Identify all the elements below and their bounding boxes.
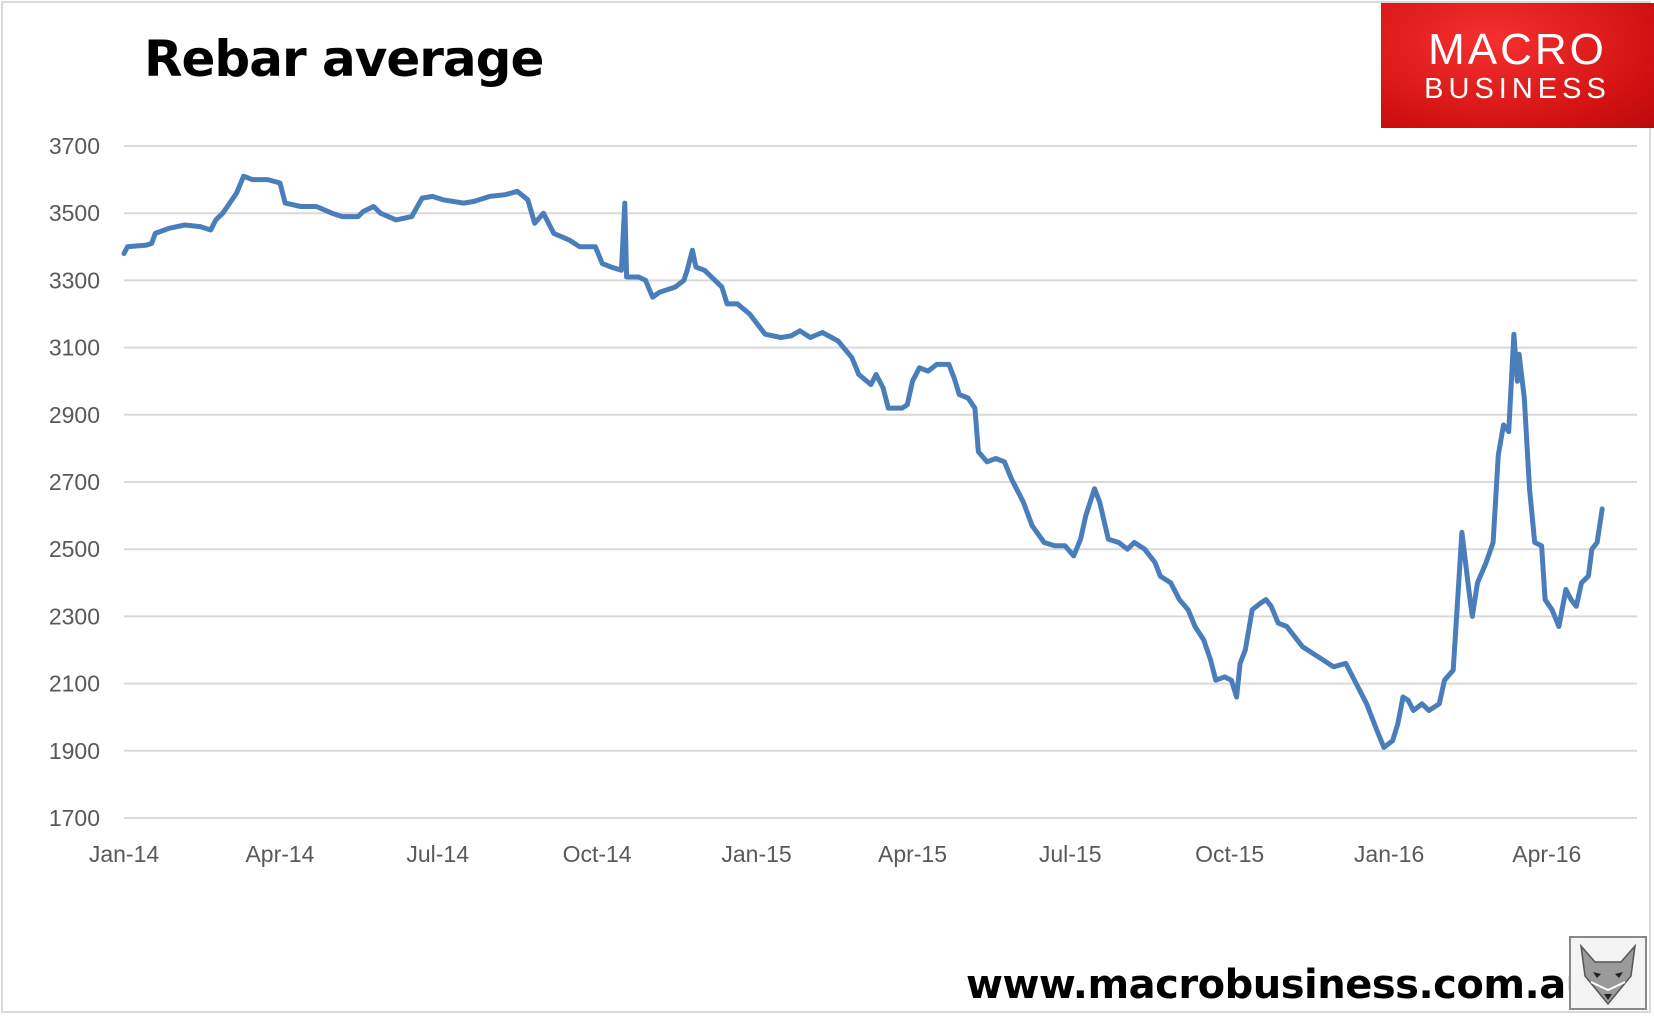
x-tick-label: Jul-14 [406,841,469,867]
website-url: www.macrobusiness.com.au [966,962,1594,1008]
x-tick-label: Jan-15 [721,841,791,867]
x-tick-label: Apr-15 [878,841,947,867]
x-tick-label: Apr-16 [1512,841,1581,867]
y-tick-label: 2900 [49,402,100,428]
x-tick-label: Apr-14 [245,841,314,867]
x-tick-label: Oct-14 [563,841,632,867]
y-tick-label: 1700 [49,805,100,831]
y-tick-label: 1900 [49,738,100,764]
y-tick-label: 3700 [49,133,100,159]
x-tick-label: Jan-16 [1354,841,1424,867]
y-tick-label: 2700 [49,469,100,495]
y-tick-label: 2100 [49,671,100,697]
macrobusiness-logo: MACRO BUSINESS [1381,3,1654,128]
x-tick-label: Oct-15 [1195,841,1264,867]
y-tick-label: 3300 [49,267,100,293]
x-tick-label: Jan-14 [89,841,160,867]
chart-title: Rebar average [144,30,544,88]
logo-line1: MACRO [1428,24,1607,74]
logo-line2: BUSINESS [1424,72,1611,105]
y-tick-label: 2500 [49,536,100,562]
y-tick-label: 3100 [49,335,100,361]
y-tick-label: 2300 [49,603,100,629]
x-tick-label: Jul-15 [1039,841,1102,867]
y-tick-label: 3500 [49,200,100,226]
rebar-series-line [121,173,1605,750]
fox-mascot-icon [1569,936,1647,1010]
